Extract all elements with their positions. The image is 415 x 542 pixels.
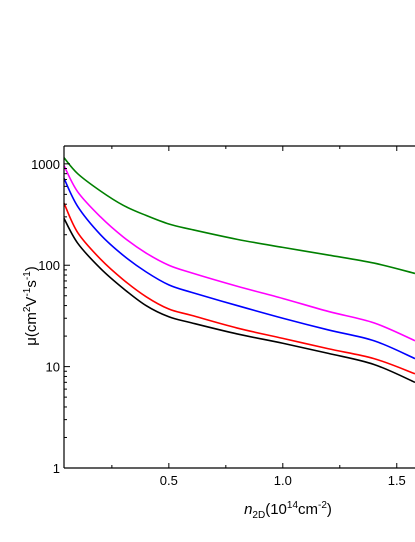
series-line-3 <box>63 202 415 375</box>
series-line-0 <box>63 157 415 275</box>
axes-layer <box>63 145 415 469</box>
y-axis-title: μ(cm2V-1s-1) <box>22 266 40 346</box>
y-axis-close: ) <box>23 266 40 271</box>
y-tick-label-1: 10 <box>46 360 60 375</box>
series-layer <box>63 157 415 384</box>
y-tick-label-0: 1 <box>53 461 60 476</box>
x-tick-label-2: 1.5 <box>388 473 406 488</box>
y-axis-prefix: μ(cm <box>23 312 40 346</box>
y-tick-label-3: 1000 <box>31 157 60 172</box>
x-tick-label-1: 1.0 <box>274 473 292 488</box>
y-axis-exp2: -1 <box>22 287 33 296</box>
x-axis-exp2: -2 <box>318 500 327 511</box>
y-axis-exp3: -1 <box>22 271 33 280</box>
y-axis-mid2: s <box>23 280 40 288</box>
y-axis-exp1: 2 <box>22 306 33 312</box>
x-axis-open: (10 <box>265 501 287 518</box>
series-line-4 <box>63 217 415 384</box>
x-axis-symbol: n <box>244 501 252 518</box>
x-axis-close: ) <box>327 501 332 518</box>
series-line-2 <box>63 177 415 360</box>
series-line-1 <box>63 165 415 342</box>
x-axis-unit: cm <box>298 501 318 518</box>
x-axis-symbol-sub: 2D <box>252 510 265 521</box>
ticks-layer: 0.5 1.0 1.5 1 10 100 1000 <box>31 146 406 488</box>
x-tick-label-0: 0.5 <box>160 473 178 488</box>
y-tick-label-2: 100 <box>38 258 60 273</box>
x-axis-exp1: 14 <box>287 500 299 511</box>
y-axis-mid1: V <box>23 297 40 307</box>
x-axis-title: n2D(1014cm-2) <box>244 500 332 521</box>
